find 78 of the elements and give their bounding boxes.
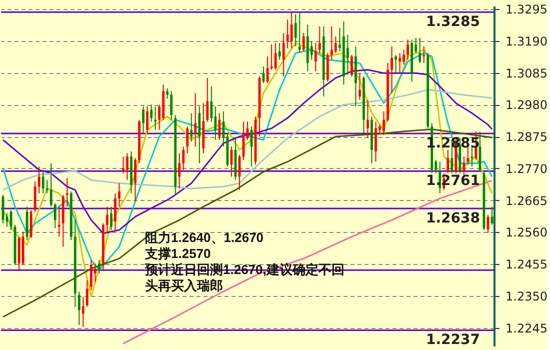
candlestick [34, 180, 36, 212]
candlestick [54, 202, 56, 229]
candlestick [398, 52, 402, 74]
candlestick [318, 26, 321, 54]
candlestick [446, 149, 450, 174]
candlestick [50, 162, 52, 208]
y-tick-label: 1.2980 [506, 98, 548, 112]
candlestick [190, 112, 193, 142]
candlestick [198, 106, 201, 164]
candlestick [302, 32, 305, 52]
candlestick [122, 156, 124, 174]
candlestick [142, 106, 144, 134]
ref-line-label: 1.3285 [426, 14, 480, 30]
candlestick [282, 32, 285, 77]
candlestick [330, 26, 333, 60]
candlestick [298, 12, 301, 54]
candlestick [78, 291, 80, 326]
candlestick [146, 106, 148, 134]
ref-line-label: 1.2237 [426, 332, 480, 348]
candlestick [402, 49, 406, 66]
y-tick-label: 1.3295 [506, 2, 548, 17]
y-tick-label: 1.2455 [506, 258, 548, 272]
candlestick [314, 42, 317, 72]
y-tick-label: 1.2875 [506, 130, 548, 144]
candlestick [310, 40, 313, 60]
candlestick [418, 37, 422, 64]
candlestick [42, 169, 44, 194]
candlestick [374, 121, 377, 162]
y-tick-label: 1.3085 [506, 66, 548, 80]
candlestick [126, 152, 128, 180]
candlestick [334, 36, 337, 54]
candlestick [278, 42, 281, 60]
y-tick-label: 1.3190 [506, 34, 548, 48]
candlestick [358, 72, 361, 100]
candlestick [394, 54, 397, 74]
candlestick [86, 280, 88, 308]
y-tick-label: 1.2560 [506, 226, 548, 240]
candlestick [274, 42, 277, 70]
candlestick [178, 152, 181, 189]
candlestick [106, 206, 108, 234]
candlestick [182, 146, 185, 170]
candlestick [90, 260, 92, 291]
candlestick [382, 110, 385, 136]
candlestick [82, 296, 84, 328]
candlestick [66, 178, 68, 208]
candlestick [134, 158, 136, 202]
candlestick [150, 104, 153, 122]
line-series [2, 89, 493, 191]
y-tick-label: 1.2770 [506, 162, 548, 176]
candlestick [286, 19, 289, 49]
candlestick [110, 206, 112, 231]
candlestick [346, 34, 349, 76]
candlestick [214, 106, 217, 140]
annotation: 头再买入瑞郎 [145, 278, 223, 293]
line-series [2, 128, 493, 318]
candlestick [98, 260, 100, 274]
annotation: 支撑1.2570 [144, 246, 211, 261]
y-tick-label: 1.2350 [506, 289, 548, 304]
candlestick [406, 39, 410, 60]
candlestick [366, 99, 369, 139]
candlestick [206, 77, 209, 122]
candlestick [350, 54, 353, 77]
candlestick [290, 12, 293, 49]
candlestick [186, 126, 189, 154]
y-tick-label: 1.2245 [506, 321, 548, 336]
candlestick [294, 14, 297, 47]
candlestick [218, 112, 221, 140]
candlestick [38, 166, 40, 194]
candlestick [118, 182, 120, 208]
candlestick [166, 88, 169, 100]
y-tick-label: 1.2665 [506, 194, 548, 208]
candlestick [114, 192, 116, 232]
candlestick [390, 46, 393, 94]
candlestick [422, 46, 426, 64]
candlestick [170, 90, 173, 120]
ref-line-label: 1.2638 [426, 210, 480, 226]
candlestick [194, 92, 197, 148]
annotation: 阻力1.2640、1.2670 [145, 230, 264, 245]
